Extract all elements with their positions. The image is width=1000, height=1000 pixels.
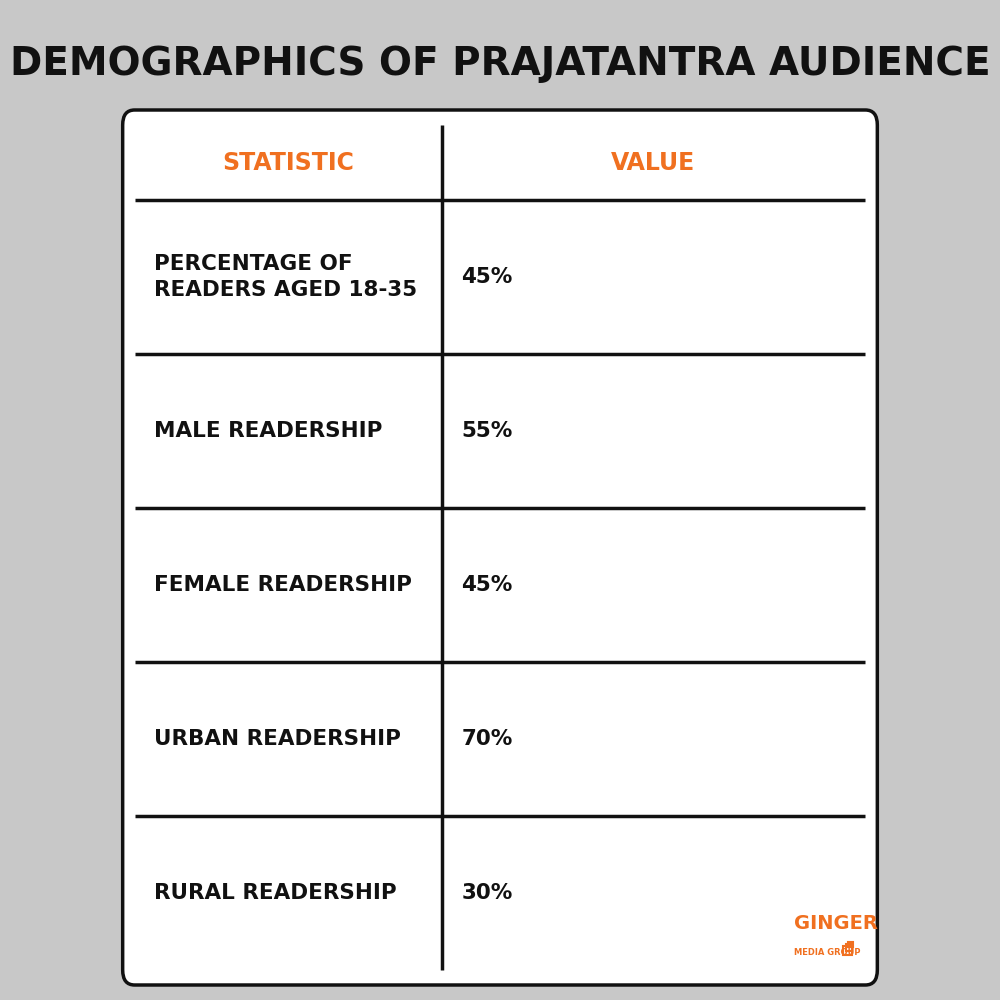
Text: RURAL READERSHIP: RURAL READERSHIP xyxy=(154,883,397,903)
FancyBboxPatch shape xyxy=(123,110,877,985)
Text: GINGER: GINGER xyxy=(794,914,878,933)
Text: MEDIA GROUP: MEDIA GROUP xyxy=(794,948,860,957)
Text: 45%: 45% xyxy=(461,575,513,595)
Text: 30%: 30% xyxy=(461,883,513,903)
Text: VALUE: VALUE xyxy=(611,150,696,174)
Text: PERCENTAGE OF
READERS AGED 18-35: PERCENTAGE OF READERS AGED 18-35 xyxy=(154,254,418,300)
Text: FEMALE READERSHIP: FEMALE READERSHIP xyxy=(154,575,412,595)
Text: URBAN READERSHIP: URBAN READERSHIP xyxy=(154,729,401,749)
Text: 55%: 55% xyxy=(461,421,513,441)
Text: STATISTIC: STATISTIC xyxy=(222,150,354,174)
Text: DEMOGRAPHICS OF PRAJATANTRA AUDIENCE: DEMOGRAPHICS OF PRAJATANTRA AUDIENCE xyxy=(10,45,990,83)
Text: 70%: 70% xyxy=(461,729,513,749)
Text: MALE READERSHIP: MALE READERSHIP xyxy=(154,421,383,441)
Text: 45%: 45% xyxy=(461,267,513,287)
